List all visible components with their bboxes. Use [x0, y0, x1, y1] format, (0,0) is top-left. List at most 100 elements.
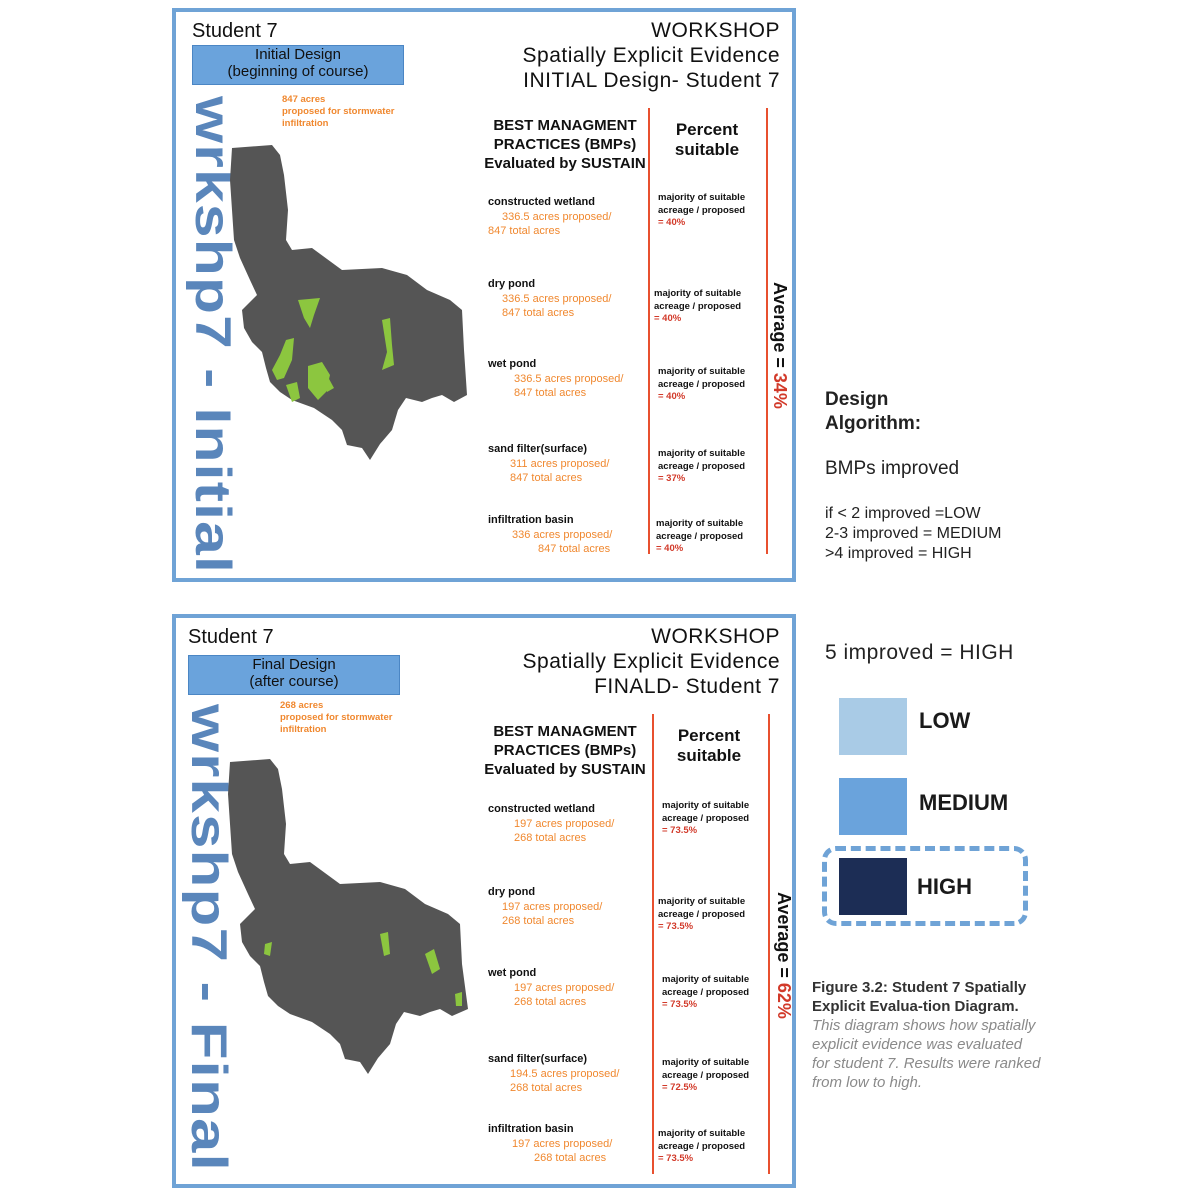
acres-note-line: infiltration — [282, 118, 329, 129]
average-text: Average = 34% — [770, 282, 790, 409]
bmp-percent-line: majority of suitable — [662, 800, 750, 811]
legend-swatch-low — [839, 698, 907, 755]
bmp-percent-value: = 72.5% — [662, 1082, 698, 1093]
bmp-percent-line: majority of suitable — [658, 366, 746, 377]
legend-label-low: LOW — [919, 708, 971, 733]
acres-note-line: proposed for stormwater — [280, 712, 393, 723]
bmp-acres-line: 336.5 acres proposed/ — [502, 211, 612, 223]
design-stage-box: Final Design (after course) — [188, 655, 400, 695]
header-line: Spatially Explicit Evidence — [522, 650, 780, 673]
acres-note-line: 847 acres — [282, 94, 326, 105]
bmp-acres-line: 268 total acres — [514, 832, 587, 844]
percent-header-line: suitable — [676, 746, 742, 765]
bmp-name: sand filter(surface) — [488, 1053, 588, 1065]
bmp-acres-line: 847 total acres — [538, 543, 611, 555]
algorithm-result: 5 improved = HIGH — [825, 641, 1014, 664]
bmp-percent: majority of suitable acreage / proposed = … — [662, 800, 749, 838]
bmp-percent: majority of suitable acreage / proposed = … — [658, 366, 745, 404]
percent-header-line: Percent — [675, 120, 739, 139]
bmp-acres-line: 847 total acres — [502, 307, 575, 319]
header-line: FINALD- Student 7 — [594, 675, 780, 698]
bmp-percent: majority of suitable acreage / proposed = … — [658, 192, 745, 230]
acres-note-line: 268 acres — [280, 700, 324, 711]
watershed-map — [228, 759, 468, 1074]
column-divider — [648, 108, 650, 554]
column-divider — [768, 714, 770, 1174]
header-line: Spatially Explicit Evidence — [522, 44, 780, 67]
bmp-percent-line: acreage / proposed — [662, 1069, 750, 1081]
acres-proposed-note: 847 acres proposed for stormwater infilt… — [282, 94, 412, 130]
bmp-name: dry pond — [488, 886, 536, 898]
bmp-percent-line: acreage / proposed — [658, 378, 746, 390]
percent-column-header: Percent suitable — [652, 120, 762, 160]
bmp-acres-line: 847 total acres — [514, 387, 587, 399]
bmp-acres: 197 acres proposed/268 total acres — [514, 981, 614, 1009]
bmp-percent-line: acreage / proposed — [658, 460, 746, 472]
caption-italic: This diagram shows how spatially explici… — [812, 1017, 1041, 1091]
header-line: INITIAL Design- Student 7 — [523, 69, 780, 92]
bmp-percent-value: = 73.5% — [658, 921, 694, 932]
bmp-percent-line: acreage / proposed — [656, 530, 744, 542]
percent-column-header: Percent suitable — [654, 726, 764, 766]
bmp-percent: majority of suitable acreage / proposed = … — [658, 1128, 745, 1166]
bmp-percent-line: acreage / proposed — [662, 812, 750, 824]
watershed-map — [230, 145, 467, 460]
bmp-header-line: Evaluated by SUSTAIN — [484, 761, 646, 778]
bmp-acres-line: 336.5 acres proposed/ — [514, 373, 624, 385]
final-design-panel: Student 7 Final Design (after course) 26… — [172, 614, 796, 1188]
bmp-acres-line: 197 acres proposed/ — [514, 982, 615, 994]
bmp-acres-line: 847 total acres — [510, 472, 583, 484]
bmp-percent: majority of suitable acreage / proposed = … — [662, 1057, 749, 1095]
design-stage-box: Initial Design (beginning of course) — [192, 45, 404, 85]
bmp-acres: 197 acres proposed/268 total acres — [514, 817, 614, 845]
bmp-percent: majority of suitable acreage / proposed = … — [662, 974, 749, 1012]
bmp-percent-value: = 40% — [658, 391, 686, 402]
bmp-acres: 336.5 acres proposed/847 total acres — [502, 292, 611, 320]
design-stage-title: Final Design — [252, 656, 336, 673]
bmp-percent-line: majority of suitable — [662, 1057, 750, 1068]
legend-swatch-high — [839, 858, 907, 915]
suitable-areas — [272, 298, 394, 402]
bmp-name: wet pond — [488, 358, 537, 370]
bmp-acres-line: 847 total acres — [488, 225, 561, 237]
bmp-percent: majority of suitable acreage / proposed = … — [656, 518, 743, 556]
bmp-acres: 336 acres proposed/847 total acres — [512, 528, 612, 556]
average-label: Average = 34% — [768, 280, 796, 440]
bmp-acres-line: 336 acres proposed/ — [512, 529, 613, 541]
percent-header-line: Percent — [677, 726, 741, 745]
bmp-percent-line: majority of suitable — [654, 288, 742, 299]
bmp-acres: 336.5 acres proposed/847 total acres — [514, 372, 623, 400]
bmp-column-header: BEST MANAGMENT PRACTICES (BMPs) Evaluate… — [476, 116, 654, 173]
watershed-shape — [230, 145, 467, 460]
header-line: WORKSHOP — [651, 625, 780, 648]
algorithm-rule: if < 2 improved =LOW — [825, 505, 981, 522]
bmp-header-line: BEST MANAGMENT — [493, 723, 637, 740]
bmp-percent-line: majority of suitable — [658, 1128, 746, 1139]
average-label: Average = 62% — [772, 890, 800, 1050]
average-text: Average = 62% — [774, 892, 794, 1019]
bmp-acres: 197 acres proposed/268 total acres — [502, 900, 602, 928]
bmp-acres: 194.5 acres proposed/268 total acres — [510, 1067, 619, 1095]
bmp-percent-line: acreage / proposed — [658, 204, 746, 216]
bmp-name: infiltration basin — [488, 514, 574, 526]
bmp-column-header: BEST MANAGMENT PRACTICES (BMPs) Evaluate… — [476, 722, 654, 779]
bmp-acres-line: 268 total acres — [514, 996, 587, 1008]
average-value: 34% — [770, 373, 790, 409]
panel-header: WORKSHOP Spatially Explicit Evidence INI… — [523, 18, 780, 93]
bmp-acres-line: 336.5 acres proposed/ — [502, 293, 612, 305]
bmp-acres-line: 268 total acres — [510, 1082, 583, 1094]
bmp-percent-value: = 40% — [656, 543, 684, 554]
bmp-acres-line: 197 acres proposed/ — [512, 1138, 613, 1150]
algorithm-subtitle: BMPs improved — [825, 458, 960, 479]
legend-swatch-medium — [839, 778, 907, 835]
watershed-shape — [228, 759, 468, 1074]
bmp-percent-line: acreage / proposed — [662, 986, 750, 998]
bmp-percent: majority of suitable acreage / proposed = … — [654, 288, 741, 326]
highlight-dashed-frame — [822, 846, 1028, 926]
legend-label-high: HIGH — [917, 874, 972, 899]
bmp-percent-value: = 40% — [654, 313, 682, 324]
bmp-percent-value: = 40% — [658, 217, 686, 228]
algorithm-rule: 2-3 improved = MEDIUM — [825, 525, 1002, 542]
bmp-percent-line: majority of suitable — [656, 518, 744, 529]
bmp-percent-line: acreage / proposed — [654, 300, 742, 312]
